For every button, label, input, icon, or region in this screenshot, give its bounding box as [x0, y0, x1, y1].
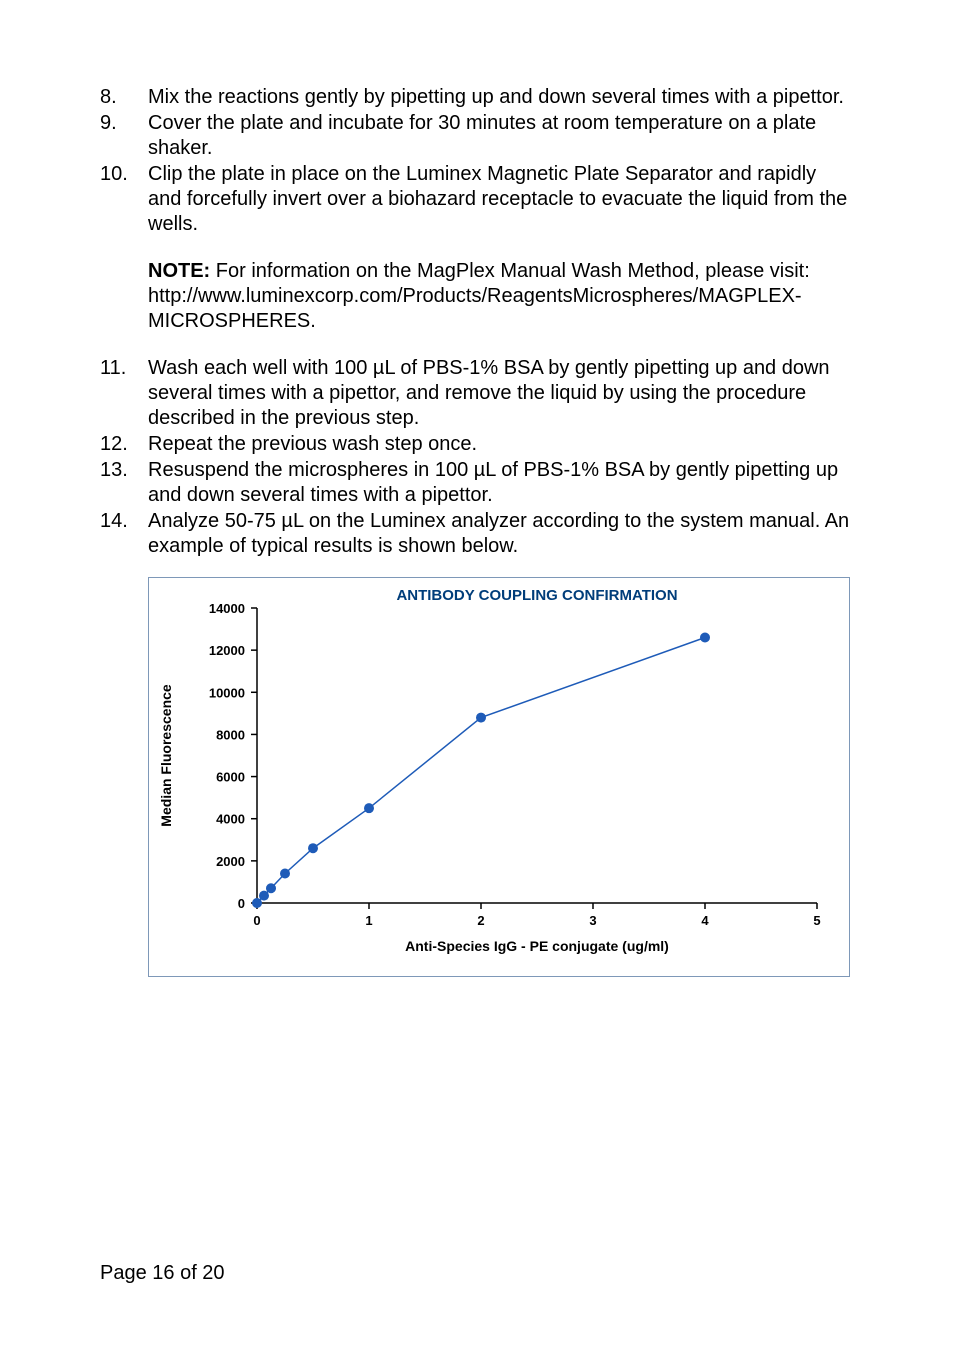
svg-text:Anti-Species IgG - PE conjugat: Anti-Species IgG - PE conjugate (ug/ml): [405, 938, 669, 954]
note-label: NOTE:: [148, 260, 210, 282]
svg-text:3: 3: [589, 913, 596, 928]
list-item: 12. Repeat the previous wash step once.: [100, 432, 854, 457]
list-item: 11. Wash each well with 100 µL of PBS-1%…: [100, 356, 854, 431]
svg-text:0: 0: [238, 896, 245, 911]
list-text: Clip the plate in place on the Luminex M…: [148, 162, 854, 237]
list-text: Wash each well with 100 µL of PBS-1% BSA…: [148, 356, 854, 431]
svg-text:5: 5: [813, 913, 820, 928]
svg-text:10000: 10000: [209, 685, 245, 700]
list-text: Resuspend the microspheres in 100 µL of …: [148, 458, 854, 508]
list-number: 9.: [100, 111, 148, 161]
page-footer: Page 16 of 20: [100, 1262, 225, 1285]
ordered-list-2: 11. Wash each well with 100 µL of PBS-1%…: [100, 356, 854, 559]
list-item: 14. Analyze 50-75 µL on the Luminex anal…: [100, 509, 854, 559]
list-number: 13.: [100, 458, 148, 508]
svg-text:1: 1: [365, 913, 372, 928]
list-number: 12.: [100, 432, 148, 457]
list-item: 13. Resuspend the microspheres in 100 µL…: [100, 458, 854, 508]
svg-text:0: 0: [253, 913, 260, 928]
list-number: 11.: [100, 356, 148, 431]
list-text: Mix the reactions gently by pipetting up…: [148, 85, 854, 110]
svg-text:4: 4: [701, 913, 709, 928]
svg-text:2: 2: [477, 913, 484, 928]
list-text: Analyze 50-75 µL on the Luminex analyzer…: [148, 509, 854, 559]
antibody-coupling-chart: ANTIBODY COUPLING CONFIRMATION 0 2000 4000 6…: [148, 577, 850, 977]
note-block: NOTE: For information on the MagPlex Man…: [148, 259, 854, 334]
list-number: 10.: [100, 162, 148, 237]
list-number: 8.: [100, 85, 148, 110]
svg-text:ANTIBODY COUPLING CONFIRMATION: ANTIBODY COUPLING CONFIRMATION: [396, 587, 677, 604]
list-text: Repeat the previous wash step once.: [148, 432, 854, 457]
svg-text:12000: 12000: [209, 643, 245, 658]
list-text: Cover the plate and incubate for 30 minu…: [148, 111, 854, 161]
svg-text:6000: 6000: [216, 770, 245, 785]
svg-text:2000: 2000: [216, 854, 245, 869]
ordered-list-1: 8. Mix the reactions gently by pipetting…: [100, 85, 854, 237]
note-text: For information on the MagPlex Manual Wa…: [148, 260, 810, 332]
svg-text:4000: 4000: [216, 812, 245, 827]
list-item: 10. Clip the plate in place on the Lumin…: [100, 162, 854, 237]
svg-text:8000: 8000: [216, 727, 245, 742]
list-number: 14.: [100, 509, 148, 559]
svg-text:14000: 14000: [209, 601, 245, 616]
chart-svg: ANTIBODY COUPLING CONFIRMATION 0 2000 4000 6…: [149, 578, 849, 976]
list-item: 9. Cover the plate and incubate for 30 m…: [100, 111, 854, 161]
svg-text:Median Fluorescence: Median Fluorescence: [158, 684, 174, 827]
list-item: 8. Mix the reactions gently by pipetting…: [100, 85, 854, 110]
